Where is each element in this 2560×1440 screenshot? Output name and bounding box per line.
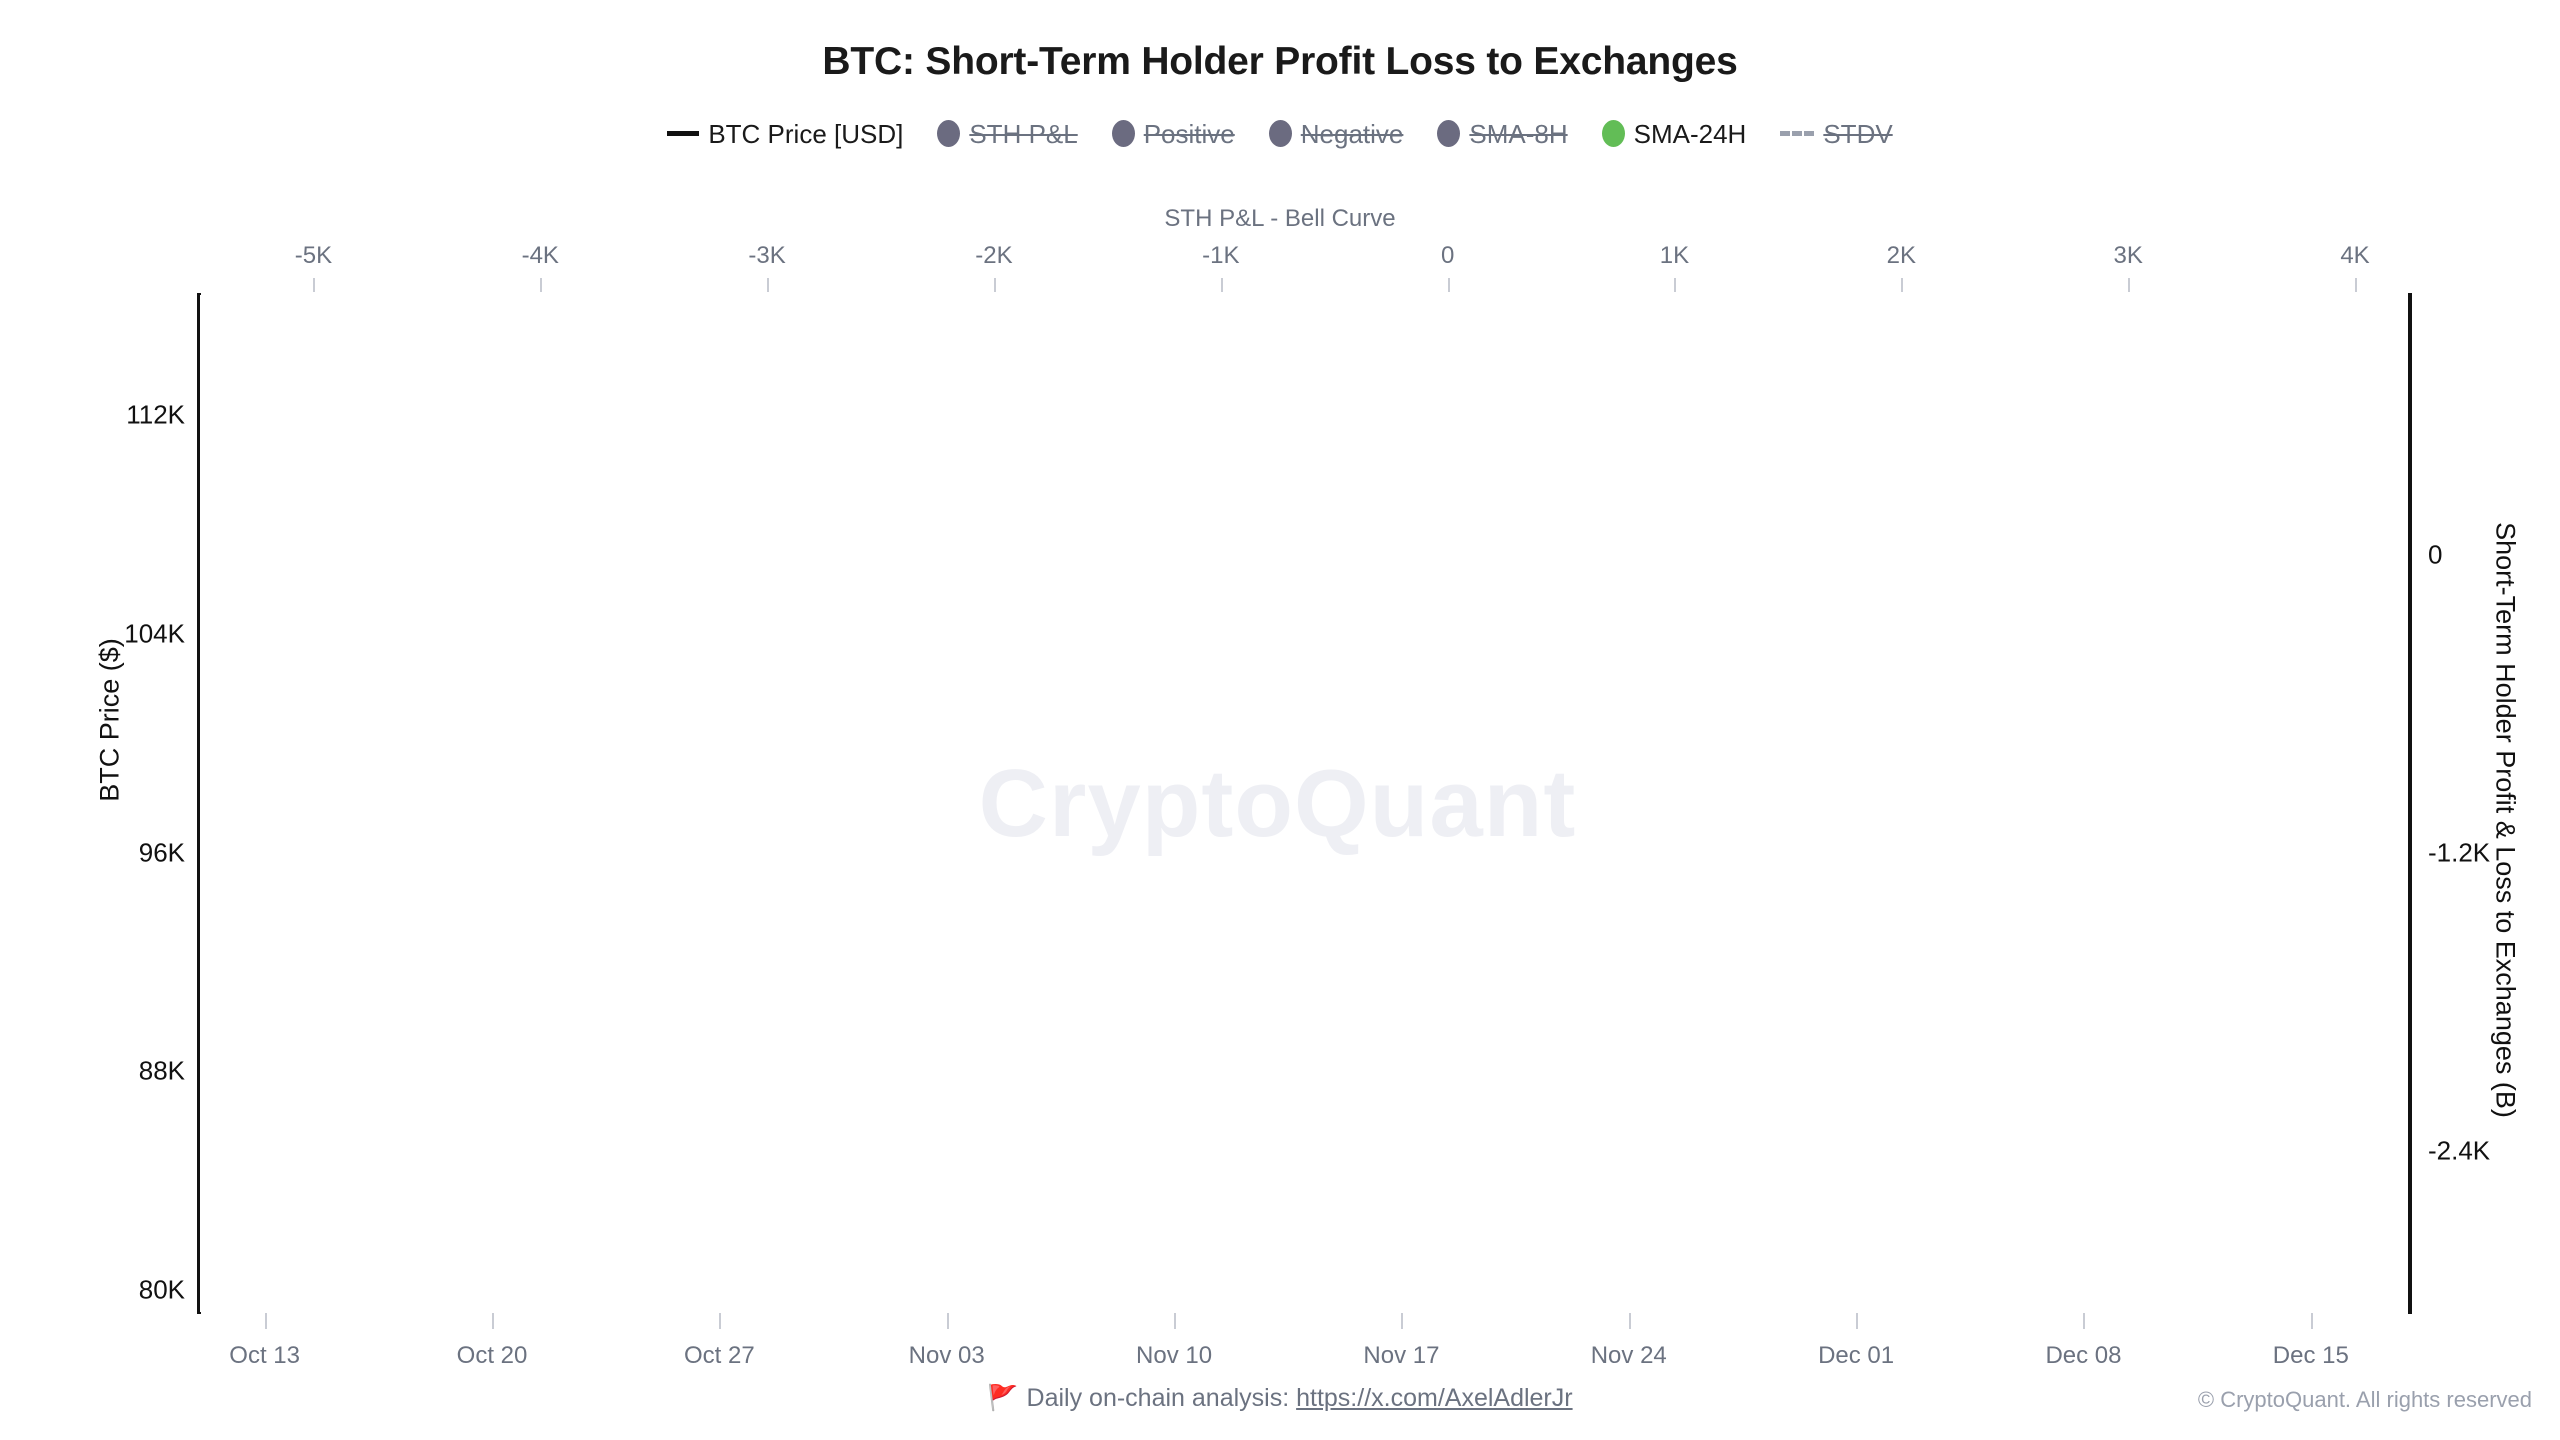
x2-tick-label: -1K <box>1202 242 1240 269</box>
left-axis-label: BTC Price ($) <box>94 638 125 802</box>
x-tick-mark <box>2083 1313 2086 1329</box>
x-tick-label: Nov 17 <box>1363 1342 1440 1369</box>
x-tick-mark <box>1628 1313 1631 1329</box>
x-tick-label: Dec 15 <box>2272 1342 2349 1369</box>
x2-tick-mark <box>2355 278 2357 292</box>
plot-background <box>200 295 2355 1312</box>
y-tick-label: 112K <box>126 399 185 430</box>
x-tick-mark <box>264 1313 267 1329</box>
x2-tick-label: 0 <box>1440 242 1455 269</box>
x2-tick-mark <box>1220 278 1223 292</box>
legend-item-label: Positive <box>1143 118 1235 149</box>
legend-item-stdv[interactable]: STDV <box>1780 118 1893 149</box>
x-tick-mark <box>2310 1313 2313 1329</box>
left-axis-spine <box>197 293 201 1314</box>
y-tick-label: 96K <box>138 837 185 868</box>
x2-tick-mark <box>2128 278 2131 292</box>
y-tick-label: 88K <box>138 1055 185 1086</box>
legend-dot-marker <box>1437 120 1461 147</box>
footer-analysis-note: 🚩 Daily on-chain analysis: https://x.com/… <box>0 1384 2560 1413</box>
x2-tick-label: -4K <box>521 242 559 269</box>
legend-item-label: STDV <box>1823 118 1893 149</box>
legend-item-label: SMA-8H <box>1469 118 1568 149</box>
x2-tick-mark <box>313 278 316 292</box>
x2-tick-label: 2K <box>1886 242 1916 269</box>
legend-dot-marker <box>937 120 961 147</box>
x2-tick-label: -2K <box>975 242 1013 269</box>
legend-item-label: STH P&L <box>969 118 1078 149</box>
x2-tick-label: -5K <box>294 242 333 269</box>
legend-dot-marker <box>1268 120 1292 147</box>
x2-tick-label: -3K <box>748 242 786 269</box>
x2-tick-mark <box>1901 278 1904 292</box>
footer-copyright: © CryptoQuant. All rights reserved <box>2197 1387 2532 1412</box>
x2-tick-mark <box>993 278 996 292</box>
top-axis-title: STH P&L - Bell Curve <box>1164 205 1396 232</box>
legend-line-marker <box>667 131 700 136</box>
plot-area[interactable]: CryptoQuant <box>200 295 2355 1312</box>
x-tick-mark <box>1174 1313 1177 1329</box>
x-tick-label: Nov 03 <box>908 1342 985 1369</box>
x-tick-mark <box>492 1313 494 1329</box>
legend-dot-marker <box>1111 120 1135 147</box>
y-tick-label: 80K <box>138 1274 185 1305</box>
right-axis-label: Short-Term Holder Profit & Loss to Excha… <box>2490 522 2521 1118</box>
x-tick-mark <box>719 1313 722 1329</box>
legend-item-label: BTC Price [USD] <box>708 118 904 149</box>
legend-item-sma-24h[interactable]: SMA-24H <box>1601 118 1747 149</box>
legend-dash-marker <box>1780 131 1815 136</box>
x-tick-label: Oct 27 <box>683 1342 755 1369</box>
legend-dot-marker <box>1601 120 1625 147</box>
x-tick-mark <box>1401 1313 1404 1329</box>
x2-tick-mark <box>1674 278 1677 292</box>
legend-item-label: Negative <box>1300 118 1404 149</box>
legend-item-sma-8h[interactable]: SMA-8H <box>1437 118 1568 149</box>
x2-tick-mark <box>1447 278 1450 292</box>
x2-tick-mark <box>767 278 770 292</box>
legend-item-negative[interactable]: Negative <box>1268 118 1404 149</box>
page-title: BTC: Short-Term Holder Profit Loss to Ex… <box>822 40 1738 83</box>
x-tick-mark <box>946 1313 949 1329</box>
y2-tick-label: -2.4K <box>2428 1135 2491 1166</box>
x-tick-mark <box>1856 1313 1859 1329</box>
legend-item-btc-price-usd[interactable]: BTC Price [USD] <box>667 121 903 147</box>
flag-icon: 🚩 <box>987 1384 1019 1412</box>
y2-tick-label: 0 <box>2428 539 2443 570</box>
chart-legend: BTC Price [USD] STH P&L Positive Negative SM… <box>0 120 2560 147</box>
y-tick-label: 104K <box>124 618 185 649</box>
x-tick-label: Dec 08 <box>2045 1342 2122 1369</box>
legend-item-positive[interactable]: Positive <box>1111 118 1235 149</box>
x2-tick-mark <box>540 278 543 292</box>
legend-item-sth-p-l[interactable]: STH P&L <box>937 118 1078 149</box>
x2-tick-label: 1K <box>1659 242 1690 269</box>
x-tick-label: Oct 20 <box>456 1342 528 1369</box>
footer-link[interactable]: https://x.com/AxelAdlerJr <box>1296 1384 1573 1412</box>
right-axis-spine <box>2408 293 2412 1314</box>
footer-text: Daily on-chain analysis: <box>1026 1384 1297 1412</box>
x-tick-label: Nov 10 <box>1136 1342 1213 1369</box>
x-tick-label: Dec 01 <box>1818 1342 1895 1369</box>
x-tick-label: Oct 13 <box>229 1342 300 1369</box>
x2-tick-label: 3K <box>2113 242 2143 269</box>
x-tick-label: Nov 24 <box>1590 1342 1667 1369</box>
legend-item-label: SMA-24H <box>1633 118 1747 149</box>
y2-tick-label: -1.2K <box>2428 837 2491 868</box>
x2-tick-label: 4K <box>2340 242 2370 269</box>
